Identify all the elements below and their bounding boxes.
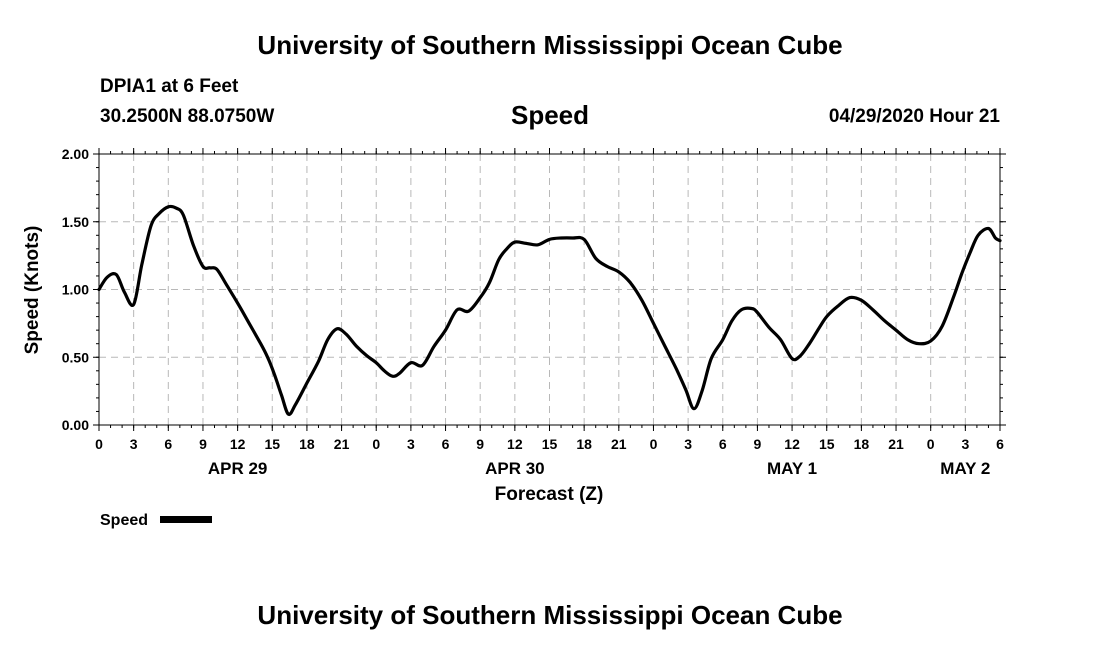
x-tick-label: 18 bbox=[854, 436, 870, 452]
x-tick-label: 0 bbox=[372, 436, 380, 452]
x-tick-label: 15 bbox=[542, 436, 558, 452]
x-tick-label: 18 bbox=[299, 436, 315, 452]
x-tick-label: 3 bbox=[130, 436, 138, 452]
x-tick-label: 6 bbox=[996, 436, 1004, 452]
x-tick-label: 3 bbox=[684, 436, 692, 452]
x-tick-label: 21 bbox=[334, 436, 350, 452]
y-axis-title: Speed (Knots) bbox=[22, 226, 43, 355]
date-label: MAY 2 bbox=[940, 459, 990, 478]
x-tick-label: 12 bbox=[230, 436, 246, 452]
x-tick-label: 12 bbox=[507, 436, 523, 452]
x-axis-title: Forecast (Z) bbox=[495, 484, 604, 505]
legend-label: Speed bbox=[100, 512, 148, 529]
station-coordinates: 30.2500N 88.0750W bbox=[100, 106, 275, 127]
x-tick-label: 0 bbox=[927, 436, 935, 452]
x-tick-label: 9 bbox=[476, 436, 484, 452]
station-label: DPIA1 at 6 Feet bbox=[100, 76, 239, 97]
x-tick-label: 9 bbox=[199, 436, 207, 452]
legend-swatch bbox=[160, 516, 212, 523]
axis-ticks bbox=[93, 148, 1006, 431]
y-tick-label: 1.50 bbox=[62, 214, 89, 230]
axis-labels: 0.00 0.50 1.00 1.50 2.00 0 3 6 9 12 15 18 21 0 3 6 9 12 15… bbox=[62, 146, 1004, 478]
y-tick-label: 0.00 bbox=[62, 417, 89, 433]
y-tick-label: 2.00 bbox=[62, 146, 89, 162]
speed-series-line bbox=[97, 204, 1002, 417]
x-tick-label: 21 bbox=[611, 436, 627, 452]
x-tick-label: 0 bbox=[650, 436, 658, 452]
x-tick-label: 15 bbox=[819, 436, 835, 452]
x-tick-label: 3 bbox=[961, 436, 969, 452]
chart-grid bbox=[99, 154, 1000, 425]
page-title: University of Southern Mississippi Ocean… bbox=[257, 30, 843, 60]
date-label: MAY 1 bbox=[767, 459, 817, 478]
x-tick-label: 3 bbox=[407, 436, 415, 452]
x-tick-label: 12 bbox=[784, 436, 800, 452]
x-tick-label: 6 bbox=[442, 436, 450, 452]
x-tick-label: 6 bbox=[164, 436, 172, 452]
x-tick-label: 18 bbox=[576, 436, 592, 452]
x-tick-label: 9 bbox=[754, 436, 762, 452]
x-tick-label: 6 bbox=[719, 436, 727, 452]
date-label: APR 29 bbox=[208, 459, 268, 478]
x-tick-label: 0 bbox=[95, 436, 103, 452]
footer-title: University of Southern Mississippi Ocean… bbox=[257, 600, 843, 630]
chart-title: Speed bbox=[510, 100, 590, 130]
x-tick-label: 21 bbox=[888, 436, 904, 452]
forecast-timestamp: 04/29/2020 Hour 21 bbox=[828, 106, 1000, 127]
x-tick-label: 15 bbox=[264, 436, 280, 452]
date-label: APR 30 bbox=[485, 459, 545, 478]
y-tick-label: 0.50 bbox=[62, 349, 89, 365]
y-tick-label: 1.00 bbox=[62, 282, 89, 298]
